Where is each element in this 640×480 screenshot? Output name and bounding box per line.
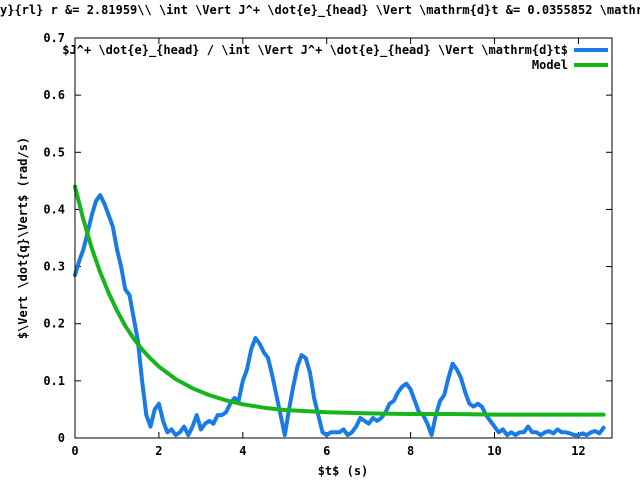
x-tick-label-6: 12: [571, 444, 585, 458]
x-tick-label-5: 10: [487, 444, 501, 458]
y-tick-label-2: 0.2: [43, 317, 65, 331]
x-tick-label-2: 4: [239, 444, 246, 458]
chart-title: y}{rl} r &= 2.81959\\ \int \Vert J^+ \do…: [0, 3, 640, 18]
series-line-0: [73, 193, 606, 438]
y-tick-label-0: 0: [58, 431, 65, 445]
y-axis-label: $\Vert \dot{q}\Vert$ (rad/s): [16, 137, 30, 339]
y-tick-label-5: 0.5: [43, 145, 65, 159]
plot-frame: [74, 37, 613, 439]
axis-ticks: 0 2 4 6 8 10 12 0 0.1 0.2 0.3 0.4 0.5 0.6 0.7: [43, 31, 612, 458]
x-tick-label-1: 2: [155, 444, 162, 458]
legend: $J^+ \dot{e}_{head} / \int \Vert J^+ \do…: [62, 43, 608, 72]
plot-series: [73, 184, 606, 438]
y-tick-label-1: 0.1: [43, 374, 65, 388]
y-tick-label-3: 0.3: [43, 260, 65, 274]
x-tick-label-3: 6: [323, 444, 330, 458]
series-line-1: [73, 184, 606, 417]
legend-label-0: $J^+ \dot{e}_{head} / \int \Vert J^+ \do…: [62, 43, 568, 58]
y-tick-label-4: 0.4: [43, 202, 65, 216]
x-tick-label-4: 8: [407, 444, 414, 458]
x-tick-label-0: 0: [71, 444, 78, 458]
y-tick-label-6: 0.6: [43, 88, 65, 102]
x-axis-label: $t$ (s): [318, 464, 369, 478]
legend-label-1: Model: [532, 58, 568, 72]
y-tick-label-7: 0.7: [43, 31, 65, 45]
